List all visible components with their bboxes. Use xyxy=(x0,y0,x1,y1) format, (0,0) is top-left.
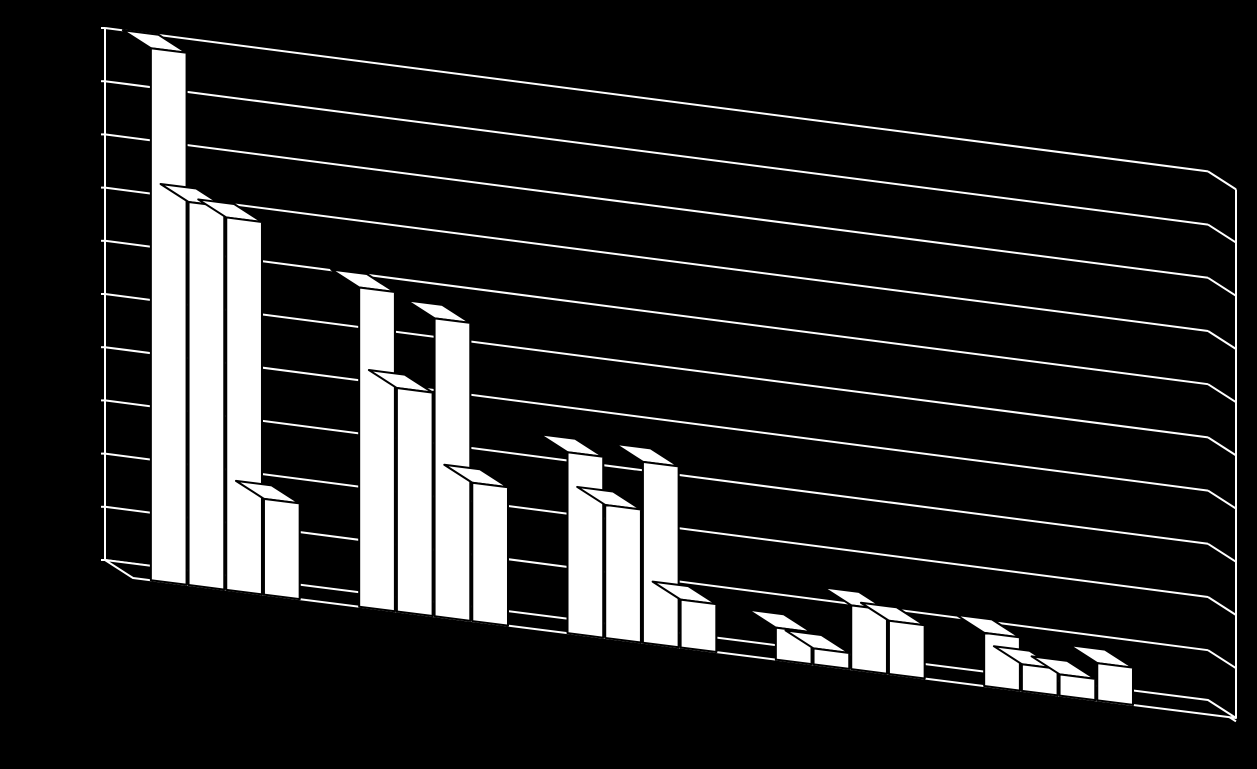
bar-chart-3d xyxy=(0,0,1257,769)
